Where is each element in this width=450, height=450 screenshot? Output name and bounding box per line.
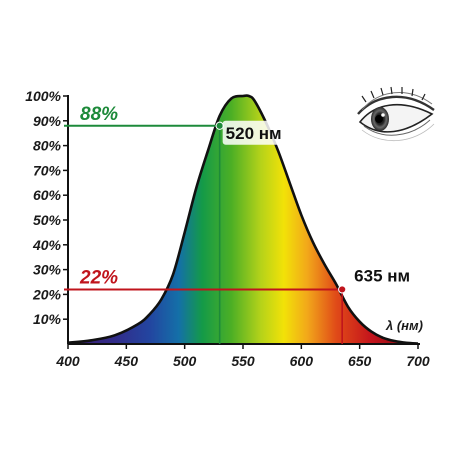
y-tick-label: 60% xyxy=(33,187,62,203)
x-tick-label: 600 xyxy=(290,353,314,369)
y-tick-label: 50% xyxy=(33,212,62,228)
marker-point xyxy=(338,285,347,294)
y-tick-label: 100% xyxy=(25,88,61,104)
sensitivity-curve xyxy=(67,94,419,345)
marker-wavelength-label: 635 нм xyxy=(354,266,410,285)
y-tick-label: 70% xyxy=(33,162,62,178)
marker-wavelength-label: 520 нм xyxy=(226,124,282,143)
x-tick-label: 550 xyxy=(231,353,255,369)
y-tick-label: 20% xyxy=(32,286,62,302)
marker-label-bg xyxy=(222,120,290,145)
x-tick-label: 500 xyxy=(173,353,197,369)
y-tick-label: 80% xyxy=(33,138,62,154)
y-tick-label: 30% xyxy=(33,262,62,278)
x-tick-label: 700 xyxy=(406,353,430,369)
x-tick-label: 450 xyxy=(114,353,139,369)
y-tick-label: 40% xyxy=(32,237,62,253)
marker-percent-label: 88% xyxy=(80,104,118,125)
x-axis-label: λ (нм) xyxy=(385,318,423,333)
eye-icon xyxy=(357,86,435,141)
y-tick-label: 90% xyxy=(33,113,62,129)
marker-point xyxy=(215,121,224,130)
y-tick-label: 10% xyxy=(33,311,62,327)
marker-label-bg xyxy=(351,263,419,288)
marker-percent-label: 22% xyxy=(79,267,118,288)
x-tick-label: 400 xyxy=(55,353,80,369)
x-tick-label: 650 xyxy=(348,353,372,369)
axes: 10% 20% 30% 40% 50% 60% 70% 80% 90% 100% 400 450 50… xyxy=(25,88,430,369)
